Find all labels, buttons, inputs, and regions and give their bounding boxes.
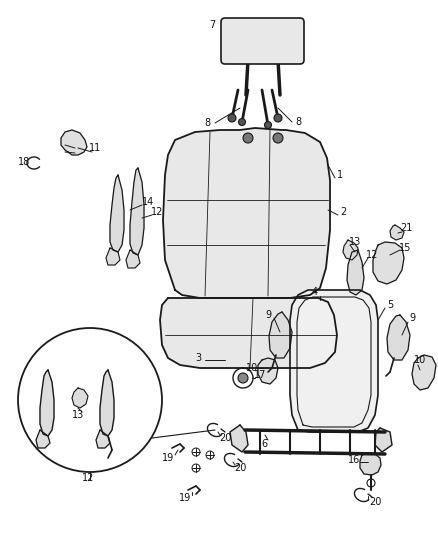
Polygon shape (130, 168, 144, 255)
Polygon shape (360, 453, 381, 475)
Polygon shape (110, 175, 124, 252)
Polygon shape (36, 430, 50, 448)
Circle shape (239, 118, 246, 125)
Polygon shape (106, 248, 120, 265)
Text: 9: 9 (265, 310, 271, 320)
Polygon shape (72, 388, 88, 408)
Text: 20: 20 (219, 433, 231, 443)
Circle shape (243, 133, 253, 143)
Circle shape (265, 122, 272, 128)
Circle shape (274, 114, 282, 122)
Polygon shape (290, 290, 378, 432)
Polygon shape (100, 370, 114, 436)
Text: 1: 1 (337, 170, 343, 180)
Text: 10: 10 (414, 355, 426, 365)
Text: 12: 12 (151, 207, 163, 217)
Text: 8: 8 (204, 118, 210, 128)
Text: 14: 14 (142, 197, 154, 207)
Polygon shape (160, 298, 337, 368)
Text: 9: 9 (409, 313, 415, 323)
Text: 21: 21 (400, 223, 412, 233)
Polygon shape (412, 355, 436, 390)
Text: 3: 3 (195, 353, 201, 363)
Polygon shape (387, 315, 410, 360)
Text: 13: 13 (349, 237, 361, 247)
Text: 11: 11 (89, 143, 101, 153)
Polygon shape (163, 128, 330, 298)
Circle shape (238, 373, 248, 383)
Polygon shape (96, 430, 110, 448)
Text: 16: 16 (348, 455, 360, 465)
Text: 15: 15 (399, 243, 411, 253)
Text: 12: 12 (366, 250, 378, 260)
Polygon shape (230, 425, 248, 452)
Text: 20: 20 (234, 463, 246, 473)
Text: 19: 19 (162, 453, 174, 463)
Polygon shape (126, 250, 140, 268)
Text: 12: 12 (82, 473, 94, 483)
Text: 20: 20 (369, 497, 381, 507)
Text: 17: 17 (254, 370, 266, 380)
Text: 19: 19 (179, 493, 191, 503)
Text: 2: 2 (340, 207, 346, 217)
Text: 7: 7 (209, 20, 215, 30)
Polygon shape (375, 428, 392, 452)
Polygon shape (40, 370, 54, 436)
Text: 8: 8 (295, 117, 301, 127)
Polygon shape (347, 250, 364, 295)
Polygon shape (258, 358, 278, 384)
Polygon shape (269, 312, 292, 358)
Circle shape (228, 114, 236, 122)
Polygon shape (343, 240, 358, 260)
Text: 6: 6 (261, 439, 267, 449)
Text: 5: 5 (387, 300, 393, 310)
Polygon shape (373, 242, 404, 284)
Text: 4: 4 (312, 287, 318, 297)
Text: 10: 10 (246, 363, 258, 373)
FancyBboxPatch shape (221, 18, 304, 64)
Polygon shape (390, 225, 404, 240)
Polygon shape (61, 130, 87, 155)
Text: 13: 13 (72, 410, 84, 420)
Circle shape (273, 133, 283, 143)
Text: 18: 18 (18, 157, 30, 167)
